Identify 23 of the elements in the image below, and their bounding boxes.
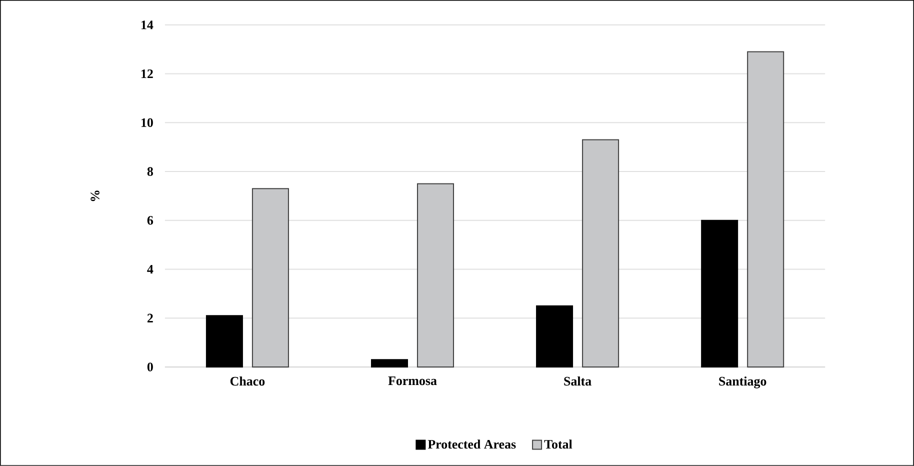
bar xyxy=(536,305,574,368)
y-tick-label: 6 xyxy=(147,216,154,225)
x-tick-label: Formosa xyxy=(388,376,437,386)
legend-label: Total xyxy=(544,440,572,449)
bar xyxy=(701,220,738,368)
y-tick-label: 0 xyxy=(147,362,153,372)
y-tick-label: 2 xyxy=(147,314,153,322)
bar xyxy=(370,359,408,368)
y-tick-label: 8 xyxy=(147,167,153,176)
y-tick-label: 10 xyxy=(141,118,153,128)
bar xyxy=(206,315,243,368)
x-tick-label: Santiago xyxy=(719,376,766,388)
y-tick-label: 4 xyxy=(147,265,154,274)
x-tick-label: Chaco xyxy=(230,376,265,386)
x-tick-label: Salta xyxy=(564,376,592,386)
legend-label: Protected Areas xyxy=(428,440,516,449)
bar xyxy=(252,188,289,368)
y-tick-label: 12 xyxy=(141,70,153,78)
bar xyxy=(582,139,620,368)
y-tick-label: 14 xyxy=(141,20,154,30)
y-axis-title: % xyxy=(90,190,100,202)
bar xyxy=(417,183,454,368)
bar xyxy=(747,51,784,368)
